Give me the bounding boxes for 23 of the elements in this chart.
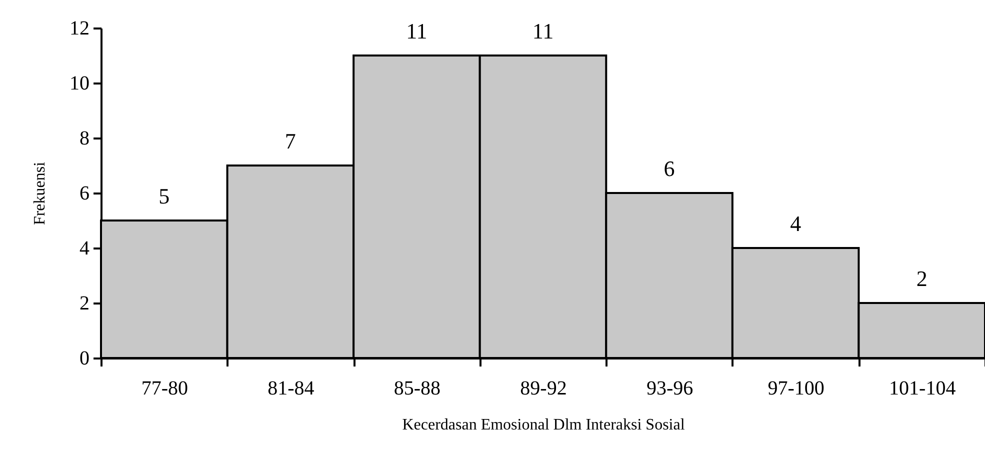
- y-tick-label: 6: [80, 182, 90, 204]
- y-tick-label: 8: [80, 128, 90, 150]
- y-tick-label: 12: [70, 18, 90, 40]
- y-tick-label: 0: [80, 348, 90, 370]
- data-label: 4: [790, 211, 802, 236]
- data-label: 2: [916, 266, 928, 291]
- x-tick-label: 89-92: [520, 378, 567, 400]
- data-label: 11: [532, 18, 554, 44]
- x-tick-label: 77-80: [141, 378, 188, 400]
- data-label: 7: [284, 128, 296, 154]
- data-label: 11: [406, 18, 428, 44]
- x-tick-label: 97-100: [768, 378, 824, 400]
- y-tick-label: 10: [70, 72, 90, 94]
- data-label: 5: [158, 184, 170, 208]
- y-tick-label: 2: [80, 292, 90, 314]
- x-tick-label: 81-84: [268, 378, 314, 400]
- data-label: 6: [664, 156, 675, 181]
- x-tick-label: 85-88: [394, 378, 441, 400]
- x-tick-label: 101-104: [889, 378, 956, 400]
- x-axis-title: Kecerdasan Emosional Dlm Interaksi Sosial: [402, 416, 686, 434]
- x-tick-label: 93-96: [646, 378, 694, 400]
- y-tick-label: 4: [80, 238, 90, 260]
- y-axis-title: Frekuensi: [32, 161, 48, 226]
